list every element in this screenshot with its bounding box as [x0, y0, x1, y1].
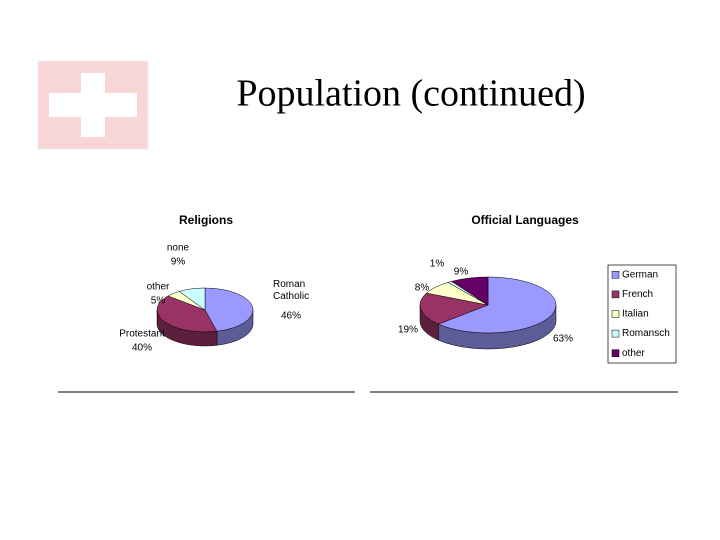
data-label: 9%: [454, 267, 469, 278]
slice-name: none: [167, 243, 190, 254]
legend-label: German: [622, 269, 658, 280]
legend-label: Romansch: [622, 328, 670, 339]
data-label: 5%: [151, 296, 166, 307]
data-label: 9%: [171, 257, 186, 268]
slice-name: Protestant: [119, 329, 165, 340]
data-label: 19%: [398, 325, 418, 336]
slice-name: other: [147, 282, 170, 293]
legend-label: other: [622, 348, 645, 359]
slide-title: Population (continued): [236, 73, 585, 115]
slice-name: Roman Catholic: [273, 279, 309, 302]
data-label: 46%: [281, 311, 301, 322]
legend-label: Italian: [622, 309, 649, 320]
legend-swatch: [611, 349, 620, 357]
slice: [419, 292, 489, 325]
data-label: 8%: [415, 283, 430, 294]
slice: [178, 287, 206, 311]
legend-swatch: [611, 329, 620, 338]
legend-swatch: [611, 310, 620, 318]
data-label: 40%: [132, 343, 152, 354]
data-label: 63%: [553, 334, 573, 345]
legend-swatch: [611, 290, 620, 299]
slice: [437, 276, 557, 334]
flag-cross: [49, 93, 137, 117]
chart-title: Official Languages: [471, 213, 579, 227]
slice-name-part: Catholic: [273, 291, 309, 302]
legend-label: French: [622, 289, 653, 300]
legend-swatch: [611, 271, 620, 279]
legend-box: [607, 264, 677, 364]
swiss-flag: [37, 60, 149, 150]
data-label: 1%: [430, 259, 445, 270]
slice-name-part: Roman: [273, 279, 305, 290]
slice: [156, 295, 218, 333]
pie: [156, 287, 254, 347]
pie: [419, 276, 557, 350]
chart-title: Religions: [179, 213, 233, 227]
slice: [450, 276, 489, 306]
slice: [204, 287, 254, 332]
